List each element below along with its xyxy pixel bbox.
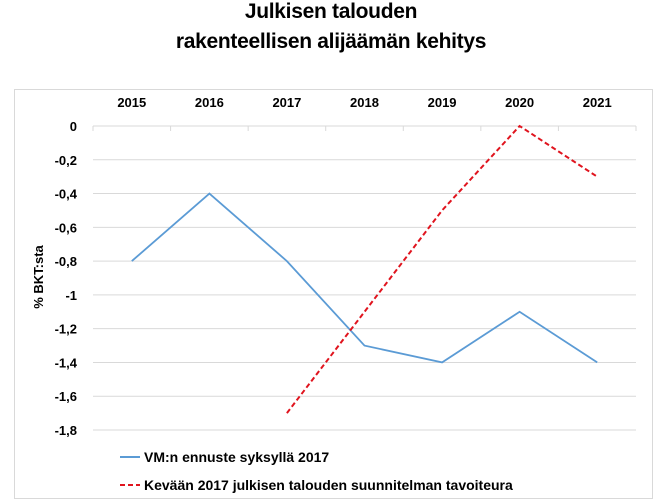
legend-label-2: Kevään 2017 julkisen talouden suunnitelm… <box>144 477 513 493</box>
x-tick-label: 2015 <box>117 95 146 110</box>
x-tick-label: 2017 <box>272 95 301 110</box>
y-tick-label: 0 <box>70 119 77 134</box>
x-tick-label: 2019 <box>428 95 457 110</box>
chart-title-line-2: rakenteellisen alijäämän kehitys <box>175 30 487 53</box>
x-tick-label: 2016 <box>195 95 224 110</box>
y-tick-label: -0,8 <box>55 254 77 269</box>
chart-title-line-1: Julkisen talouden <box>244 0 418 23</box>
y-tick-label: -1,6 <box>55 389 77 404</box>
y-tick-label: -1,2 <box>55 322 77 337</box>
x-tick-label: 2018 <box>350 95 379 110</box>
x-tick-label: 2021 <box>583 95 612 110</box>
series-line-1 <box>131 192 598 364</box>
y-tick-label: -1,8 <box>55 423 77 438</box>
y-axis-label: % BKT:sta <box>31 244 46 308</box>
y-tick-label: -0,2 <box>55 153 77 168</box>
x-tick-label: 2020 <box>505 95 534 110</box>
y-tick-label: -0,4 <box>55 187 78 202</box>
y-tick-label: -1 <box>65 288 77 303</box>
y-tick-label: -1,4 <box>55 355 78 370</box>
legend-label-1: VM:n ennuste syksyllä 2017 <box>144 449 329 465</box>
chart-frame <box>14 89 653 499</box>
series-line-2 <box>286 124 598 414</box>
y-tick-label: -0,6 <box>55 220 77 235</box>
